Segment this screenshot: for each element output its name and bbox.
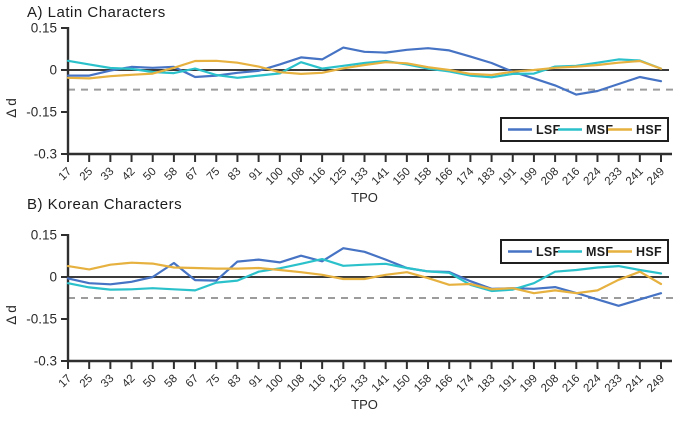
x-tick-label: 183 xyxy=(476,373,498,395)
x-tick-label: 83 xyxy=(226,373,244,391)
x-tick-label: 108 xyxy=(285,373,307,395)
series-line-hsf xyxy=(66,59,663,80)
x-tick-label: 249 xyxy=(645,373,667,395)
x-tick-label: 33 xyxy=(99,166,117,184)
x-tick-label: 17 xyxy=(57,373,75,391)
x-tick-label: 150 xyxy=(391,166,413,188)
legend-label-lsf: LSF xyxy=(536,245,561,259)
x-tick-label: 42 xyxy=(120,373,138,391)
y-tick-label: 0 xyxy=(49,63,57,78)
x-tick-label: 199 xyxy=(518,373,540,395)
x-tick-label: 67 xyxy=(184,373,202,391)
x-tick-label: 141 xyxy=(370,166,392,188)
x-tick-label: 58 xyxy=(162,373,180,391)
legend: LSF MSF HSF xyxy=(500,117,669,142)
series-line-lsf xyxy=(66,247,663,307)
x-tick-label: 25 xyxy=(78,166,96,184)
series-line-lsf xyxy=(66,46,663,96)
legend-box xyxy=(500,239,669,264)
x-tick-label: 224 xyxy=(582,165,604,187)
x-tick-label: 174 xyxy=(454,165,476,187)
x-tick-label: 158 xyxy=(412,166,434,188)
x-tick-label: 17 xyxy=(57,166,75,184)
x-tick-label: 67 xyxy=(184,166,202,184)
legend: LSF MSF HSF xyxy=(500,239,669,264)
x-tick-label: 25 xyxy=(78,373,96,391)
chart-b: 0.15 0 -0.15 -0.317 25 33 42 50 58 67 75 83 91 100 108… xyxy=(4,228,678,412)
x-tick-label: 183 xyxy=(476,166,498,188)
legend-box xyxy=(500,117,669,142)
x-tick-label: 208 xyxy=(539,373,561,395)
x-tick-label: 50 xyxy=(141,166,159,184)
legend-label-hsf: HSF xyxy=(636,123,662,137)
x-tick-label: 233 xyxy=(603,166,625,188)
chart-b-title: B) Korean Characters xyxy=(27,196,183,213)
legend-label-hsf: HSF xyxy=(636,245,662,259)
x-tick-label: 100 xyxy=(264,166,286,188)
x-tick-label: 116 xyxy=(307,166,328,187)
x-tick-label: 125 xyxy=(327,166,349,188)
x-tick-label: 208 xyxy=(539,166,561,188)
legend-label-msf: MSF xyxy=(586,123,613,137)
x-tick-label: 249 xyxy=(645,166,667,188)
x-tick-label: 216 xyxy=(560,166,582,188)
x-axis-label: TPO xyxy=(351,397,378,412)
x-tick-label: 133 xyxy=(349,166,371,188)
chart-a-title: A) Latin Characters xyxy=(27,4,166,21)
series-line-msf xyxy=(66,258,663,293)
x-tick-label: 233 xyxy=(603,373,625,395)
y-tick-label: -0.15 xyxy=(26,312,57,327)
x-tick-label: 216 xyxy=(560,373,582,395)
x-tick-label: 108 xyxy=(285,166,307,188)
x-tick-label: 141 xyxy=(370,373,392,395)
x-tick-label: 166 xyxy=(433,373,455,395)
x-tick-label: 241 xyxy=(624,166,646,188)
x-tick-label: 150 xyxy=(391,373,413,395)
y-tick-label: 0.15 xyxy=(31,21,57,36)
x-tick-label: 50 xyxy=(141,373,159,391)
y-tick-label: 0 xyxy=(49,270,57,285)
x-tick-label: 58 xyxy=(162,166,180,184)
x-tick-label: 166 xyxy=(433,166,455,188)
x-tick-label: 75 xyxy=(205,166,223,184)
x-tick-label: 125 xyxy=(327,373,349,395)
x-tick-label: 133 xyxy=(349,373,371,395)
x-tick-label: 191 xyxy=(497,373,519,395)
y-tick-label: -0.3 xyxy=(34,354,57,369)
x-tick-label: 42 xyxy=(120,166,138,184)
x-tick-label: 100 xyxy=(264,373,286,395)
legend-label-msf: MSF xyxy=(586,245,613,259)
y-axis-label: Δ d xyxy=(4,305,19,325)
x-tick-label: 174 xyxy=(454,372,476,394)
x-tick-label: 83 xyxy=(226,166,244,184)
series-line-hsf xyxy=(66,261,663,295)
x-tick-label: 199 xyxy=(518,166,540,188)
x-tick-label: 33 xyxy=(99,373,117,391)
x-tick-label: 241 xyxy=(624,373,646,395)
legend-label-lsf: LSF xyxy=(536,123,561,137)
x-axis-label: TPO xyxy=(351,190,378,205)
x-tick-label: 91 xyxy=(247,373,265,391)
y-axis-label: Δ d xyxy=(4,98,19,118)
x-tick-label: 158 xyxy=(412,373,434,395)
chart-a: 0.15 0 -0.15 -0.317 25 33 42 50 58 67 75 83 91 100 108… xyxy=(4,21,678,205)
x-tick-label: 91 xyxy=(247,166,265,184)
x-tick-label: 191 xyxy=(497,166,519,188)
y-tick-label: -0.15 xyxy=(26,105,57,120)
x-tick-label: 224 xyxy=(582,372,604,394)
x-tick-label: 75 xyxy=(205,373,223,391)
x-tick-label: 116 xyxy=(307,373,328,394)
y-tick-label: 0.15 xyxy=(31,228,57,243)
y-tick-label: -0.3 xyxy=(34,147,57,162)
